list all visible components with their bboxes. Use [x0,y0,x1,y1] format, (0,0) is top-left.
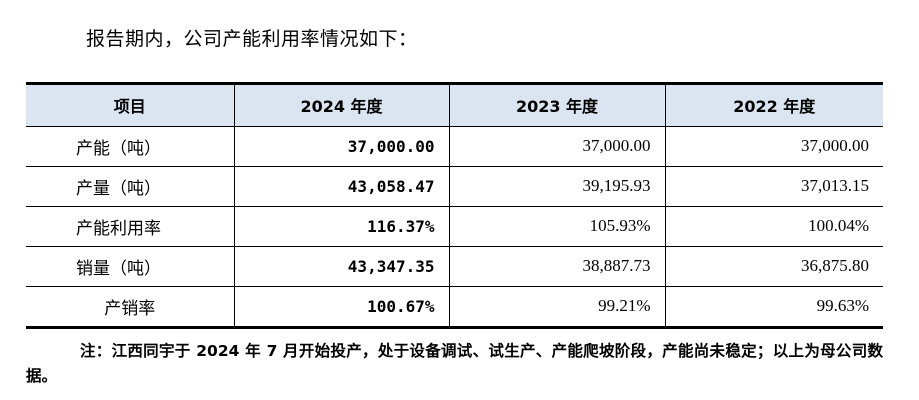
cell-2024: 100.67% [233,285,450,326]
cell-2022: 99.63% [664,285,883,326]
cell-2022: 37,000.00 [664,125,883,167]
row-label: 产能（吨） [26,125,235,167]
row-label: 产能利用率 [26,205,235,247]
row-label: 产量（吨） [26,165,235,207]
table-row-utilization: 产能利用率 116.37% 105.93% 100.04% [26,205,883,247]
cell-2023: 105.93% [448,205,666,247]
cell-2022: 100.04% [664,205,883,247]
table-row-sales: 销量（吨） 43,347.35 38,887.73 36,875.80 [26,245,883,287]
row-label: 产销率 [26,285,235,326]
cell-2022: 37,013.15 [664,165,883,207]
header-item: 项目 [26,85,235,127]
cell-2022: 36,875.80 [664,245,883,287]
cell-2023: 39,195.93 [448,165,666,207]
intro-text: 报告期内，公司产能利用率情况如下： [86,28,418,50]
cell-2023: 99.21% [448,285,666,326]
cell-2023: 38,887.73 [448,245,666,287]
header-2023: 2023 年度 [448,85,666,127]
table-header-row: 项目 2024 年度 2023 年度 2022 年度 [26,85,883,127]
row-label: 销量（吨） [26,245,235,287]
cell-2024: 37,000.00 [233,125,450,167]
cell-2024: 43,347.35 [233,245,450,287]
table-row-sales-ratio: 产销率 100.67% 99.21% 99.63% [26,285,883,326]
header-2022: 2022 年度 [664,85,883,127]
cell-2024: 116.37% [233,205,450,247]
table-row-capacity: 产能（吨） 37,000.00 37,000.00 37,000.00 [26,125,883,167]
cell-2024: 43,058.47 [233,165,450,207]
capacity-utilization-table: 项目 2024 年度 2023 年度 2022 年度 产能（吨） 37,000.… [26,85,883,326]
table-row-output: 产量（吨） 43,058.47 39,195.93 37,013.15 [26,165,883,207]
cell-2023: 37,000.00 [448,125,666,167]
capacity-table-wrapper: 项目 2024 年度 2023 年度 2022 年度 产能（吨） 37,000.… [26,82,883,329]
header-2024: 2024 年度 [233,85,450,127]
footnote: 注：江西同宇于 2024 年 7 月开始投产，处于设备调试、试生产、产能爬坡阶段… [26,342,883,385]
